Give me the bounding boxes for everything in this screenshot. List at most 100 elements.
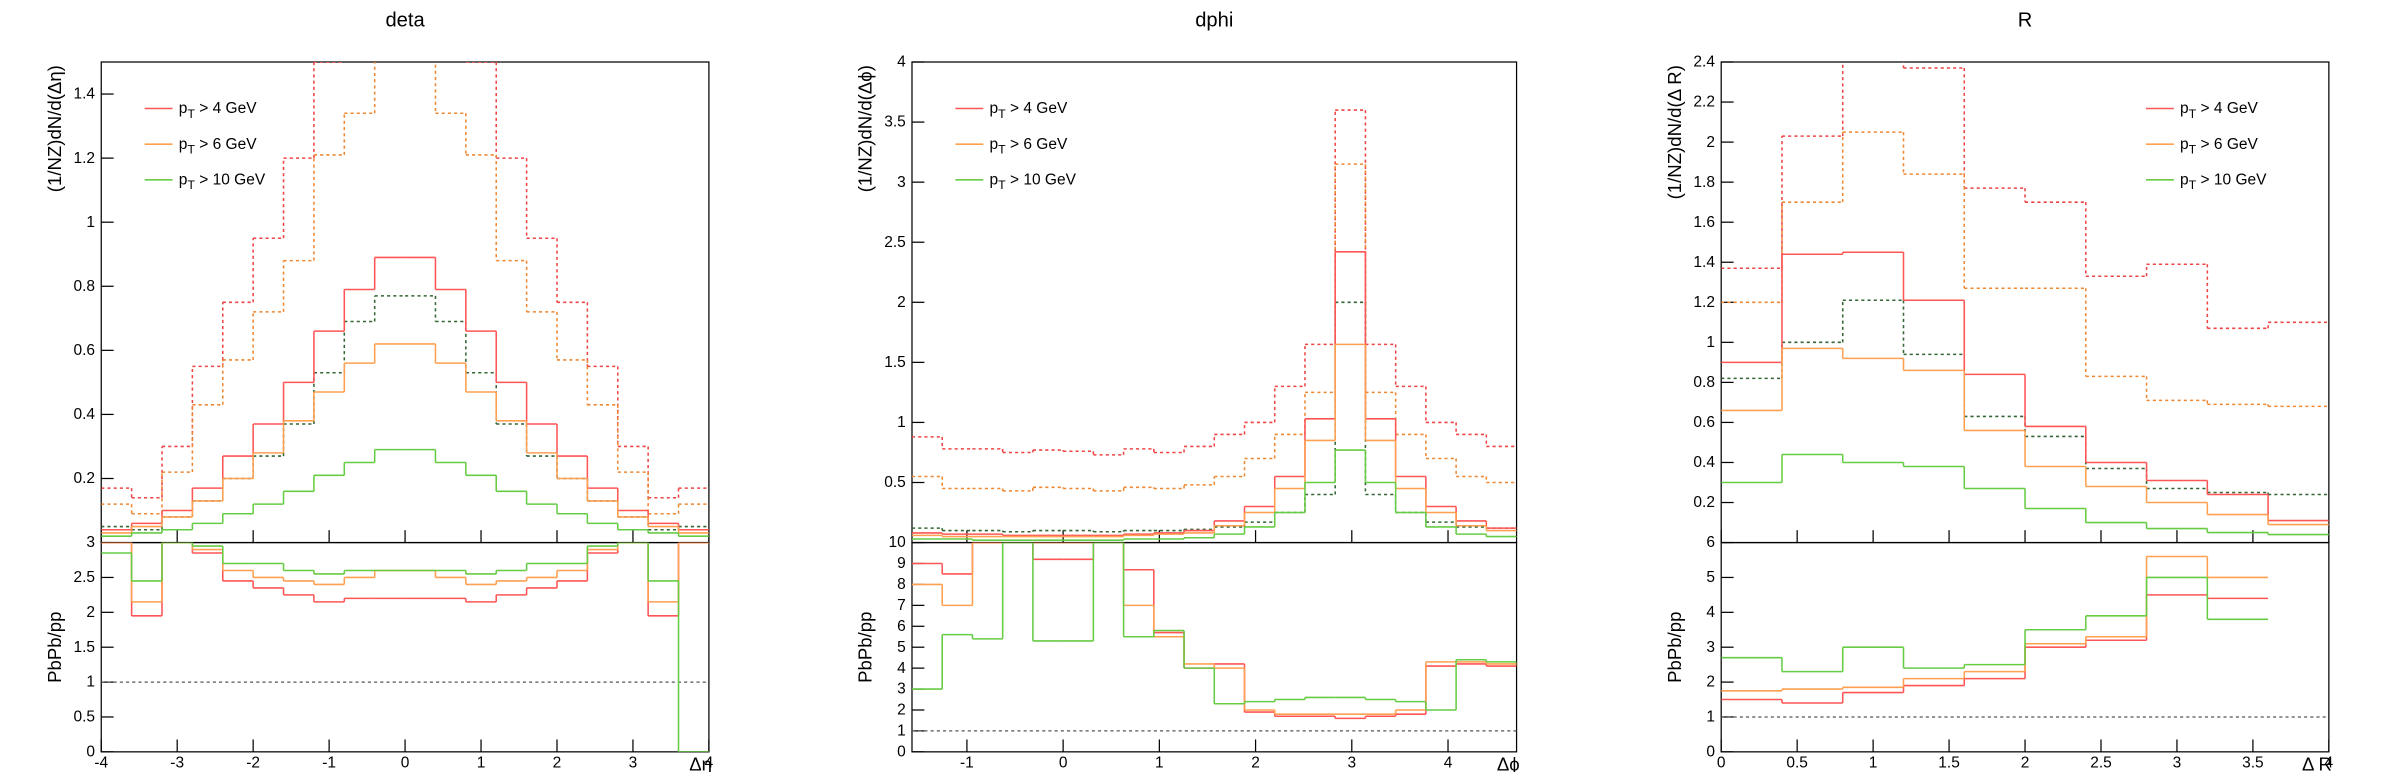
y-tick-label: 1.8 <box>1693 174 1715 191</box>
series-group <box>1721 555 2329 718</box>
y-tick-label: 5 <box>897 639 906 656</box>
y-tick-label: 0.4 <box>73 406 95 423</box>
panel-title: dphi <box>1195 9 1233 31</box>
y-tick-label: 7 <box>897 597 906 614</box>
y-tick-label: 5 <box>1706 569 1715 586</box>
series-group <box>911 542 1517 732</box>
y-tick-label: 3 <box>86 534 95 551</box>
pad-frame <box>911 61 1518 544</box>
y-tick-label: 1.4 <box>73 86 95 103</box>
y-tick-label: 0 <box>86 743 95 760</box>
y-tick-label: 1 <box>1706 709 1715 726</box>
x-tick-label: 1 <box>1155 754 1164 771</box>
x-tick-label: 3 <box>629 754 638 771</box>
legend-label: pT > 6 GeV <box>179 136 257 157</box>
y-axis-title: PbPb/pp <box>44 612 65 683</box>
y-tick-label: 0.5 <box>884 474 906 491</box>
x-axis-title: Δ R <box>2302 753 2332 772</box>
y-tick-label: 1 <box>86 674 95 691</box>
y-axis-title: PbPb/pp <box>855 612 876 683</box>
y-tick-label: 0.5 <box>73 709 95 726</box>
panel-title: R <box>2018 9 2033 31</box>
y-tick-label: 1.5 <box>884 354 906 371</box>
legend-label: pT > 4 GeV <box>989 100 1067 121</box>
y-tick-label: 2 <box>897 294 906 311</box>
x-tick-label: 1 <box>477 754 486 771</box>
y-tick-label: 0.2 <box>1693 494 1715 511</box>
x-tick-label: 4 <box>2325 754 2334 771</box>
y-tick-label: 3 <box>897 174 906 191</box>
legend-label: pT > 4 GeV <box>179 100 257 121</box>
y-tick-label: 2.5 <box>884 234 906 251</box>
x-axis-title: Δϕ <box>1497 753 1520 772</box>
y-tick-label: 0 <box>897 743 906 760</box>
y-tick-label: 1 <box>897 723 906 740</box>
y-axis-title: (1/NZ)dN/d(Δ R) <box>1664 65 1685 199</box>
legend-label: pT > 10 GeV <box>989 171 1076 192</box>
x-tick-label: 4 <box>705 754 714 771</box>
y-tick-label: 0.4 <box>1693 454 1715 471</box>
y-tick-label: 6 <box>1706 534 1715 551</box>
x-axis-title: Δη <box>689 753 712 772</box>
x-tick-label: 0 <box>401 754 410 771</box>
y-tick-label: 1.2 <box>73 150 95 167</box>
y-tick-label: 2 <box>897 702 906 719</box>
x-tick-label: 2 <box>1251 754 1260 771</box>
y-tick-label: 0.8 <box>73 278 95 295</box>
x-tick-label: -3 <box>170 754 184 771</box>
x-tick-label: 0 <box>1059 754 1068 771</box>
legend-label: pT > 6 GeV <box>989 136 1067 157</box>
series-group <box>911 109 1517 541</box>
legend-label: pT > 6 GeV <box>2180 136 2258 157</box>
x-tick-label: -1 <box>322 754 336 771</box>
y-tick-label: 1.2 <box>1693 294 1715 311</box>
x-tick-label: -2 <box>246 754 260 771</box>
y-tick-label: 2.4 <box>1693 54 1715 71</box>
y-tick-label: 2 <box>86 604 95 621</box>
y-tick-label: 2 <box>1706 134 1715 151</box>
y-tick-label: 3 <box>897 681 906 698</box>
y-tick-label: 2.2 <box>1693 94 1715 111</box>
x-tick-label: 1 <box>1869 754 1878 771</box>
y-tick-label: 0 <box>1706 743 1715 760</box>
x-tick-label: 4 <box>1444 754 1453 771</box>
y-tick-label: 10 <box>889 534 907 551</box>
series-group <box>101 62 709 537</box>
y-axis-title: (1/NZ)dN/d(Δϕ) <box>855 65 876 192</box>
series-group <box>1721 62 2329 536</box>
y-tick-label: 0.2 <box>73 470 95 487</box>
legend-label: pT > 10 GeV <box>2180 171 2267 192</box>
y-tick-label: 0.8 <box>1693 374 1715 391</box>
pad-frame <box>1720 61 2330 544</box>
y-axis-title: (1/NZ)dN/d(Δη) <box>44 65 65 192</box>
panel-title: deta <box>385 9 425 31</box>
y-tick-label: 1 <box>1706 334 1715 351</box>
legend-label: pT > 10 GeV <box>179 171 266 192</box>
y-tick-label: 6 <box>897 618 906 635</box>
y-tick-label: 3.5 <box>884 114 906 131</box>
y-tick-label: 3 <box>1706 639 1715 656</box>
y-tick-label: 4 <box>1706 604 1715 621</box>
x-tick-label: 3.5 <box>2242 754 2264 771</box>
x-tick-label: 3 <box>2173 754 2182 771</box>
y-tick-label: 9 <box>897 555 906 572</box>
y-tick-label: 4 <box>897 660 906 677</box>
y-tick-label: 8 <box>897 576 906 593</box>
x-tick-label: 2.5 <box>2090 754 2112 771</box>
x-tick-label: 2 <box>2021 754 2030 771</box>
series-group <box>101 542 709 752</box>
x-tick-label: 0 <box>1717 754 1726 771</box>
x-tick-label: 0.5 <box>1786 754 1808 771</box>
pad-frame <box>100 541 710 753</box>
y-tick-label: 0.6 <box>1693 414 1715 431</box>
x-tick-label: -4 <box>94 754 108 771</box>
y-tick-label: 2.5 <box>73 569 95 586</box>
x-tick-label: 3 <box>1347 754 1356 771</box>
x-tick-label: 2 <box>553 754 562 771</box>
y-tick-label: 2 <box>1706 674 1715 691</box>
y-tick-label: 1.6 <box>1693 214 1715 231</box>
y-tick-label: 1 <box>897 414 906 431</box>
legend-label: pT > 4 GeV <box>2180 100 2258 121</box>
